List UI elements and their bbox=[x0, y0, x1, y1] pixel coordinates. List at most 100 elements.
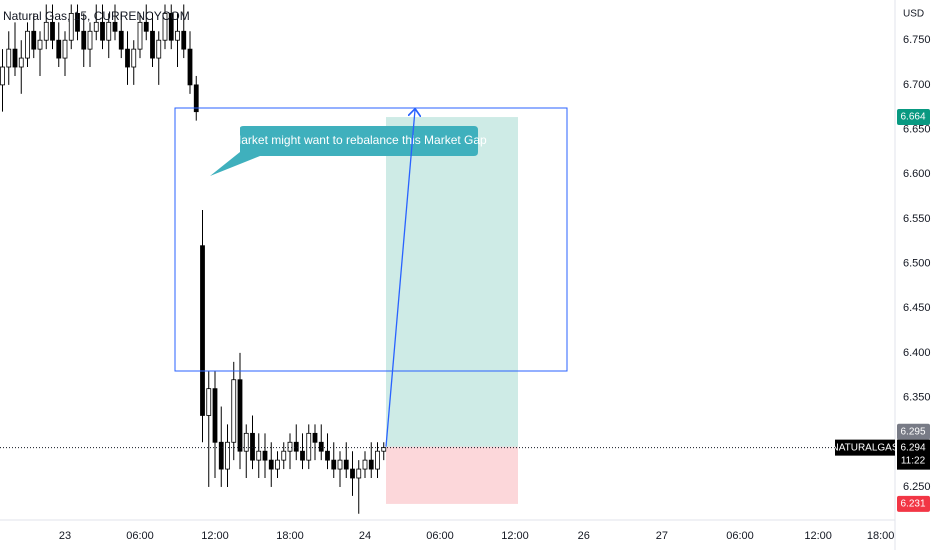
candle-body bbox=[206, 388, 212, 416]
x-tick-label: 26 bbox=[578, 530, 590, 542]
candle-body bbox=[93, 21, 99, 32]
y-tick-label: 6.750 bbox=[903, 34, 931, 46]
candle-body bbox=[318, 441, 324, 452]
countdown: 11:22 bbox=[901, 455, 926, 466]
last-price-label: 6.294 bbox=[900, 442, 925, 453]
candle-body bbox=[250, 432, 255, 461]
candle-body bbox=[37, 39, 43, 50]
candle-body bbox=[0, 66, 5, 86]
stop-tag bbox=[897, 495, 930, 512]
candle-body bbox=[56, 39, 62, 59]
y-tick-label: 6.250 bbox=[903, 481, 931, 493]
candle-body bbox=[356, 468, 362, 479]
gap-box bbox=[174, 107, 568, 372]
series-name-tag bbox=[835, 439, 895, 456]
candle-body bbox=[312, 432, 318, 443]
y-tick-label: 6.500 bbox=[903, 257, 931, 269]
x-tick-label: 12:00 bbox=[201, 530, 229, 542]
candle-body bbox=[306, 432, 312, 461]
stop-zone bbox=[386, 446, 518, 504]
plot-area bbox=[0, 4, 895, 514]
y-tick-label: 6.350 bbox=[903, 392, 931, 404]
x-tick-label: 24 bbox=[359, 530, 371, 542]
candle-body bbox=[225, 441, 230, 470]
target-tag bbox=[897, 109, 930, 126]
candle-body bbox=[150, 30, 155, 59]
y-tick-label: 6.550 bbox=[903, 213, 931, 225]
candle-body bbox=[300, 450, 305, 461]
candle-body bbox=[287, 441, 293, 452]
x-tick-label: 06:00 bbox=[426, 530, 454, 542]
candle-body bbox=[31, 30, 37, 50]
candle-body bbox=[125, 48, 130, 68]
candle-body bbox=[368, 459, 374, 470]
candle-body bbox=[100, 21, 105, 41]
candle-body bbox=[18, 57, 24, 68]
candle-body bbox=[43, 21, 49, 41]
candle-body bbox=[156, 39, 162, 59]
candle-body bbox=[187, 48, 193, 86]
x-tick-label: 27 bbox=[656, 530, 668, 542]
candle-body bbox=[181, 30, 187, 50]
candle-body bbox=[337, 459, 343, 470]
candle-body bbox=[375, 450, 380, 470]
candle-body bbox=[231, 379, 237, 443]
callout bbox=[210, 126, 478, 176]
candle-body bbox=[50, 21, 55, 41]
candle-body bbox=[175, 30, 180, 41]
candle-body bbox=[112, 21, 118, 32]
candle-body bbox=[343, 459, 349, 470]
candle-body bbox=[68, 13, 74, 41]
candle-body bbox=[137, 21, 143, 50]
candle-body bbox=[381, 447, 387, 452]
candle-body bbox=[350, 468, 355, 479]
candle-body bbox=[62, 39, 68, 59]
callout-text: Market might want to rebalance this Mark… bbox=[231, 133, 487, 147]
x-tick-label: 06:00 bbox=[726, 530, 754, 542]
target-label: 6.664 bbox=[900, 112, 925, 123]
candle-body bbox=[237, 379, 243, 452]
candle-body bbox=[362, 459, 368, 470]
series-name: NATURALGAS bbox=[831, 442, 898, 453]
candle-body bbox=[87, 30, 93, 50]
candle-body bbox=[262, 450, 268, 461]
candle-body bbox=[275, 459, 280, 470]
candle-body bbox=[81, 30, 87, 50]
x-tick-label: 18:00 bbox=[276, 530, 304, 542]
candle-body bbox=[143, 21, 149, 32]
candle-body bbox=[75, 13, 80, 32]
y-tick-label: 6.700 bbox=[903, 79, 931, 91]
x-tick-label: 18:00 bbox=[867, 530, 895, 542]
y-tick-label: 6.400 bbox=[903, 347, 931, 359]
candle-body bbox=[168, 13, 174, 41]
candle-body bbox=[106, 21, 112, 41]
currency: USD bbox=[903, 9, 924, 20]
candle-body bbox=[293, 441, 299, 452]
chart-title: Natural Gas, 15, CURRENCYCOM bbox=[3, 9, 190, 23]
entry-tag bbox=[897, 423, 930, 440]
last-price-tag bbox=[897, 439, 930, 470]
candle-body bbox=[6, 48, 12, 68]
candle-body bbox=[131, 48, 137, 68]
candle-body bbox=[12, 48, 18, 68]
candle-body bbox=[281, 450, 287, 461]
candle-body bbox=[218, 441, 224, 470]
candle-body bbox=[212, 388, 218, 443]
candle-body bbox=[193, 84, 199, 113]
x-tick-label: 12:00 bbox=[501, 530, 529, 542]
stop-label: 6.231 bbox=[900, 499, 925, 510]
candle-body bbox=[325, 450, 330, 461]
candle-body bbox=[256, 450, 262, 461]
y-tick-label: 6.600 bbox=[903, 168, 931, 180]
candle-body bbox=[118, 30, 124, 50]
x-tick-label: 23 bbox=[59, 530, 71, 542]
y-tick-label: 6.450 bbox=[903, 302, 931, 314]
candle-body bbox=[331, 459, 337, 470]
y-tick-label: 6.650 bbox=[903, 123, 931, 135]
arrow bbox=[385, 110, 415, 447]
candle-body bbox=[268, 459, 274, 470]
x-tick-label: 12:00 bbox=[804, 530, 832, 542]
target-zone bbox=[386, 117, 518, 447]
